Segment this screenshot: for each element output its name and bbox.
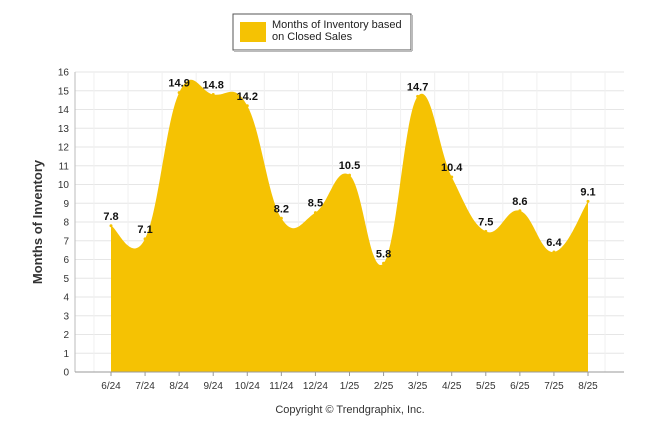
axes (74, 72, 624, 376)
copyright-footer: Copyright © Trendgraphix, Inc. (275, 404, 424, 416)
data-point-8/24 (177, 91, 181, 95)
legend-label-line1: Months of Inventory based (272, 19, 402, 31)
x-tick-label: 6/25 (510, 381, 530, 392)
data-label-7/24: 7.1 (137, 224, 152, 236)
data-label-11/24: 8.2 (274, 203, 289, 215)
data-point-5/25 (484, 229, 488, 233)
x-tick-label: 7/25 (544, 381, 564, 392)
data-label-2/25: 5.8 (376, 248, 391, 260)
data-point-6/24 (109, 224, 113, 228)
data-label-9/24: 14.8 (203, 80, 224, 92)
legend-label-line2: on Closed Sales (272, 31, 353, 43)
x-tick-label: 9/24 (203, 381, 223, 392)
data-point-2/25 (382, 261, 386, 265)
data-point-7/24 (143, 237, 147, 241)
y-tick-label: 10 (58, 180, 70, 191)
x-tick-label: 1/25 (340, 381, 360, 392)
x-tick-labels: 6/24 7/24 8/24 9/24 10/24 11/24 12/24 1/25 2/25 3… (101, 381, 598, 392)
data-label-7/25: 6.4 (546, 237, 562, 249)
area-series-fill (111, 79, 588, 372)
y-axis-title: Months of Inventory (30, 159, 45, 284)
data-point-3/25 (416, 94, 420, 98)
x-tick-label: 8/25 (578, 381, 598, 392)
y-tick-label: 0 (63, 368, 69, 379)
y-tick-label: 12 (58, 143, 70, 154)
y-tick-label: 14 (58, 105, 70, 116)
x-tick-label: 3/25 (408, 381, 428, 392)
data-label-10/24: 14.2 (237, 91, 258, 103)
x-tick-label: 6/24 (101, 381, 121, 392)
y-tick-label: 13 (58, 124, 70, 135)
data-label-6/25: 8.6 (512, 196, 527, 208)
x-tick-label: 8/24 (169, 381, 189, 392)
data-labels: 7.8 7.1 14.9 14.8 14.2 8.2 8.5 10.5 5.8 14.7 10.4 7… (103, 78, 595, 261)
data-point-12/24 (313, 211, 317, 215)
data-label-3/25: 14.7 (407, 81, 428, 93)
y-tick-label: 6 (63, 255, 69, 266)
x-tick-label: 11/24 (269, 381, 294, 392)
y-tick-label: 1 (63, 349, 69, 360)
data-point-7/25 (552, 250, 556, 254)
x-tick-label: 7/24 (135, 381, 155, 392)
legend-swatch (240, 22, 266, 42)
data-point-10/24 (245, 104, 249, 108)
y-tick-label: 5 (63, 274, 69, 285)
data-label-12/24: 8.5 (308, 198, 323, 210)
y-tick-label: 9 (63, 199, 69, 210)
x-tick-label: 10/24 (235, 381, 260, 392)
y-tick-label: 2 (63, 330, 69, 341)
data-point-8/25 (586, 199, 590, 203)
data-point-1/25 (348, 173, 351, 177)
data-point-6/25 (518, 209, 522, 213)
y-tick-label: 3 (63, 311, 69, 322)
y-tick-label: 11 (59, 161, 70, 172)
data-point-4/25 (450, 175, 454, 179)
data-label-8/25: 9.1 (580, 186, 595, 198)
x-tick-label: 5/25 (476, 381, 496, 392)
y-tick-label: 8 (63, 218, 69, 229)
x-tick-label: 12/24 (303, 381, 328, 392)
data-label-5/25: 7.5 (478, 216, 493, 228)
y-tick-label: 16 (58, 68, 70, 79)
y-tick-label: 15 (58, 86, 70, 97)
area-series (109, 79, 590, 372)
data-label-6/24: 7.8 (103, 211, 118, 223)
data-label-1/25: 10.5 (339, 160, 360, 172)
x-tick-label: 4/25 (442, 381, 462, 392)
legend: Months of Inventory based on Closed Sale… (232, 13, 413, 52)
x-tick-label: 2/25 (374, 381, 394, 392)
data-point-9/24 (211, 93, 215, 96)
y-tick-label: 7 (63, 236, 69, 247)
data-point-11/24 (279, 216, 283, 220)
y-tick-label: 4 (63, 293, 69, 304)
data-label-8/24: 14.9 (168, 78, 189, 90)
data-label-4/25: 10.4 (441, 162, 463, 174)
